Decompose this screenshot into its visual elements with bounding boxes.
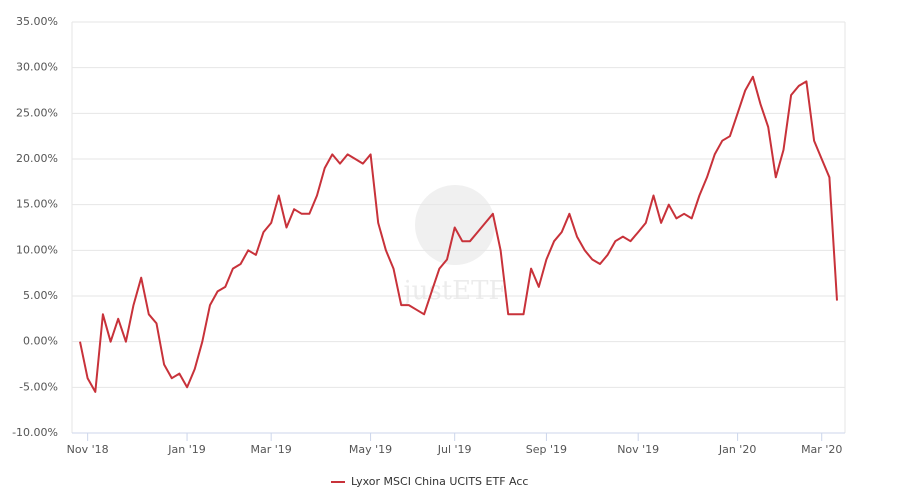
x-tick-label: Nov '19 [617,443,659,456]
y-tick-label: -10.00% [12,426,58,439]
x-tick-label: Mar '19 [251,443,292,456]
x-tick-label: Mar '20 [801,443,842,456]
y-tick-label: 25.00% [16,106,58,119]
line-series [79,75,838,393]
x-tick-label: Jul '19 [437,443,472,456]
watermark: justETF [401,276,507,306]
x-tick-label: Sep '19 [526,443,567,456]
y-tick-label: 20.00% [16,152,58,165]
x-tick-label: Nov '18 [67,443,109,456]
y-tick-label: 30.00% [16,61,58,74]
y-tick-label: 15.00% [16,198,58,211]
y-tick-label: 35.00% [16,15,58,28]
x-tick-label: May '19 [349,443,392,456]
legend-label: Lyxor MSCI China UCITS ETF Acc [351,475,528,488]
y-tick-label: 10.00% [16,243,58,256]
y-tick-label: 0.00% [23,335,58,348]
y-tick-label: -5.00% [19,380,58,393]
y-tick-label: 5.00% [23,289,58,302]
x-tick-label: Jan '19 [167,443,205,456]
x-tick-label: Jan '20 [718,443,756,456]
